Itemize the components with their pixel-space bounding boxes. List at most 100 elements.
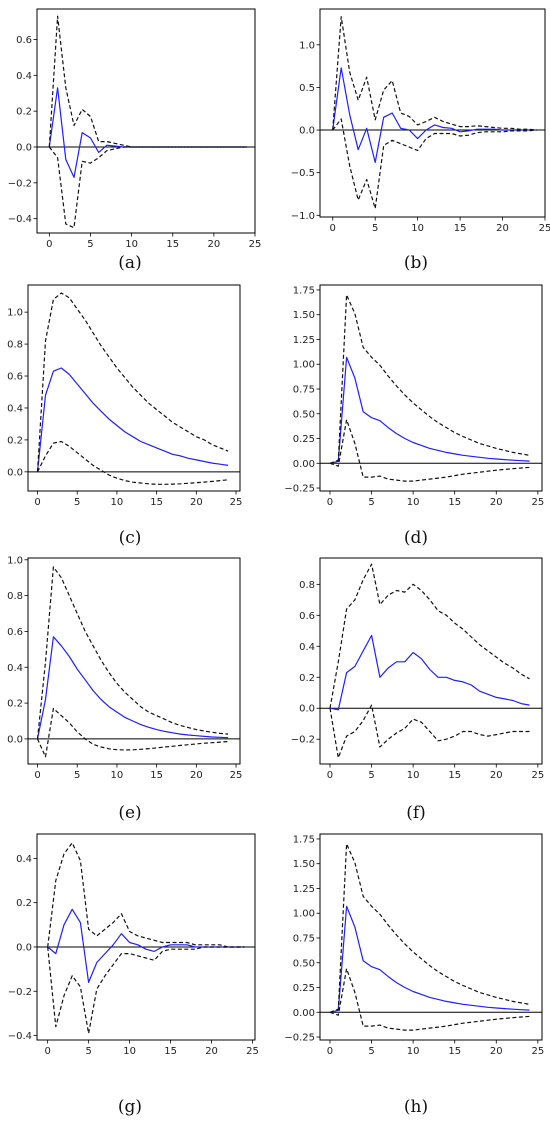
x-tick-label: 25 (531, 497, 544, 508)
y-tick-label: 0.0 (16, 142, 32, 153)
panel-a: 0 5 10 15 20 25 −0.4 −0.2 0.0 0.2 0.4 0.6 (a) (8, 8, 262, 273)
y-tick-label: 1.75 (293, 834, 315, 845)
panel-caption: (a) (118, 253, 141, 273)
x-tick-label: 15 (448, 497, 461, 508)
upper-confidence-line (332, 16, 537, 131)
y-tick-label: −0.4 (8, 214, 32, 225)
y-tick-label: 0.6 (7, 372, 23, 383)
y-tick-label: 0.0 (299, 126, 315, 137)
x-tick-label: 0 (44, 1046, 50, 1057)
y-tick-label: 1.00 (293, 909, 315, 920)
upper-confidence-line (329, 843, 530, 1013)
x-tick-label: 20 (190, 770, 203, 781)
panel-b: 0 5 10 15 20 25 −1.0 −0.5 0.0 0.5 1.0 (b) (291, 8, 550, 273)
y-tick-label: −1.0 (291, 211, 315, 222)
y-tick-label: 0.50 (293, 409, 315, 420)
y-tick-label: 0.4 (299, 642, 315, 653)
y-tick-label: 0.0 (16, 942, 32, 953)
y-tick-label: 1.0 (7, 308, 23, 319)
plot-frame (319, 8, 546, 218)
panel-caption: (g) (118, 1097, 142, 1117)
upper-confidence-line (329, 563, 530, 709)
lower-confidence-line (47, 946, 245, 1035)
x-tick-label: 10 (123, 1046, 136, 1057)
y-tick-label: 0.6 (7, 627, 23, 638)
y-tick-label: 0.4 (16, 71, 32, 82)
panel-g: 0 5 10 15 20 25 −0.4 −0.2 0.0 0.2 0.4 (g) (8, 833, 259, 1117)
y-tick-label: 1.50 (293, 859, 315, 870)
x-tick-label: 20 (490, 1046, 503, 1057)
y-tick-label: 0.25 (293, 434, 315, 445)
response-line (329, 905, 530, 1013)
y-tick-label: 0.0 (7, 467, 23, 478)
x-tick-label: 25 (249, 239, 262, 250)
upper-confidence-line (36, 292, 229, 472)
x-tick-label: 20 (190, 497, 203, 508)
plot-frame (36, 8, 256, 234)
x-tick-label: 15 (454, 223, 467, 234)
x-tick-label: 10 (407, 1046, 420, 1057)
y-tick-label: −0.5 (291, 168, 315, 179)
x-tick-label: 15 (150, 770, 163, 781)
x-tick-label: 0 (34, 770, 40, 781)
y-tick-label: 0.8 (7, 591, 23, 602)
x-tick-label: 10 (407, 497, 420, 508)
y-tick-label: 0.6 (299, 611, 315, 622)
y-tick-label: 1.25 (293, 884, 315, 895)
x-tick-label: 5 (368, 497, 374, 508)
plot-frame (36, 833, 256, 1041)
x-tick-label: 5 (372, 223, 378, 234)
x-tick-label: 0 (327, 770, 333, 781)
x-tick-label: 20 (496, 223, 509, 234)
lower-confidence-line (48, 146, 247, 229)
y-tick-label: 0.8 (299, 580, 315, 591)
response-line (329, 356, 530, 464)
x-tick-label: 15 (448, 1046, 461, 1057)
x-tick-label: 10 (111, 770, 124, 781)
panel-caption: (e) (118, 803, 141, 823)
x-tick-label: 25 (531, 770, 544, 781)
x-tick-label: 0 (46, 239, 52, 250)
y-tick-label: 0.2 (299, 673, 315, 684)
x-tick-label: 10 (407, 770, 420, 781)
y-tick-label: 1.00 (293, 360, 315, 371)
panel-caption: (d) (404, 528, 428, 548)
x-tick-label: 0 (330, 223, 336, 234)
x-tick-label: 20 (208, 239, 221, 250)
panel-f: 0 5 10 15 20 25 −0.2 0.0 0.2 0.4 0.6 0.8 (f) (291, 557, 544, 823)
upper-confidence-line (329, 294, 530, 464)
x-tick-label: 5 (74, 497, 80, 508)
panel-caption: (c) (119, 528, 142, 548)
y-tick-label: 0.50 (293, 958, 315, 969)
x-tick-label: 0 (327, 497, 333, 508)
x-tick-label: 5 (85, 1046, 91, 1057)
y-tick-label: 0.6 (16, 35, 32, 46)
lower-confidence-line (329, 968, 530, 1031)
y-tick-label: 0.2 (7, 435, 23, 446)
x-tick-label: 5 (368, 770, 374, 781)
y-tick-label: 0.2 (16, 107, 32, 118)
x-tick-label: 25 (539, 223, 550, 234)
y-tick-label: 1.25 (293, 335, 315, 346)
plot-frame (319, 833, 543, 1041)
panel-d: 0 5 10 15 20 25 −0.25 0.00 0.25 0.50 0.75 1.00 1.25 1… (284, 284, 544, 548)
panel-caption: (b) (404, 253, 428, 273)
x-tick-label: 20 (205, 1046, 218, 1057)
y-tick-label: 0.2 (16, 898, 32, 909)
response-line (36, 367, 229, 472)
y-tick-label: 0.4 (16, 854, 32, 865)
lower-confidence-line (36, 707, 229, 758)
y-tick-label: −0.2 (8, 178, 32, 189)
y-tick-label: 0.8 (7, 340, 23, 351)
panel-c: 0 5 10 15 20 25 0.0 0.2 0.4 0.6 0.8 1.0 (c) (7, 284, 242, 548)
y-tick-label: 0.2 (7, 699, 23, 710)
y-tick-label: −0.4 (8, 1031, 32, 1042)
x-tick-label: 5 (87, 239, 93, 250)
y-tick-label: 0.00 (293, 1008, 315, 1019)
y-tick-label: −0.25 (284, 484, 315, 495)
x-tick-label: 15 (448, 770, 461, 781)
x-tick-label: 0 (34, 497, 40, 508)
x-tick-label: 15 (166, 239, 179, 250)
x-tick-label: 25 (230, 770, 243, 781)
